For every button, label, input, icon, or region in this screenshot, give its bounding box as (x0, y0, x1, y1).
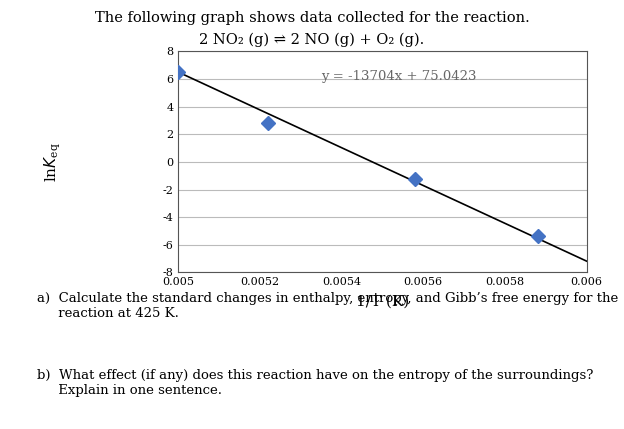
Text: a)  Calculate the standard changes in enthalpy, entropy, and Gibb’s free energy : a) Calculate the standard changes in ent… (37, 292, 618, 320)
Text: $\mathregular{ln}K_\mathregular{eq}$: $\mathregular{ln}K_\mathregular{eq}$ (42, 142, 64, 182)
X-axis label: 1/T (K): 1/T (K) (356, 295, 409, 309)
Text: b)  What effect (if any) does this reaction have on the entropy of the surroundi: b) What effect (if any) does this reacti… (37, 369, 594, 397)
Text: y = -13704x + 75.0423: y = -13704x + 75.0423 (321, 70, 476, 83)
Text: The following graph shows data collected for the reaction.: The following graph shows data collected… (95, 11, 529, 25)
Text: 2 NO₂ (g) ⇌ 2 NO (g) + O₂ (g).: 2 NO₂ (g) ⇌ 2 NO (g) + O₂ (g). (200, 32, 424, 47)
